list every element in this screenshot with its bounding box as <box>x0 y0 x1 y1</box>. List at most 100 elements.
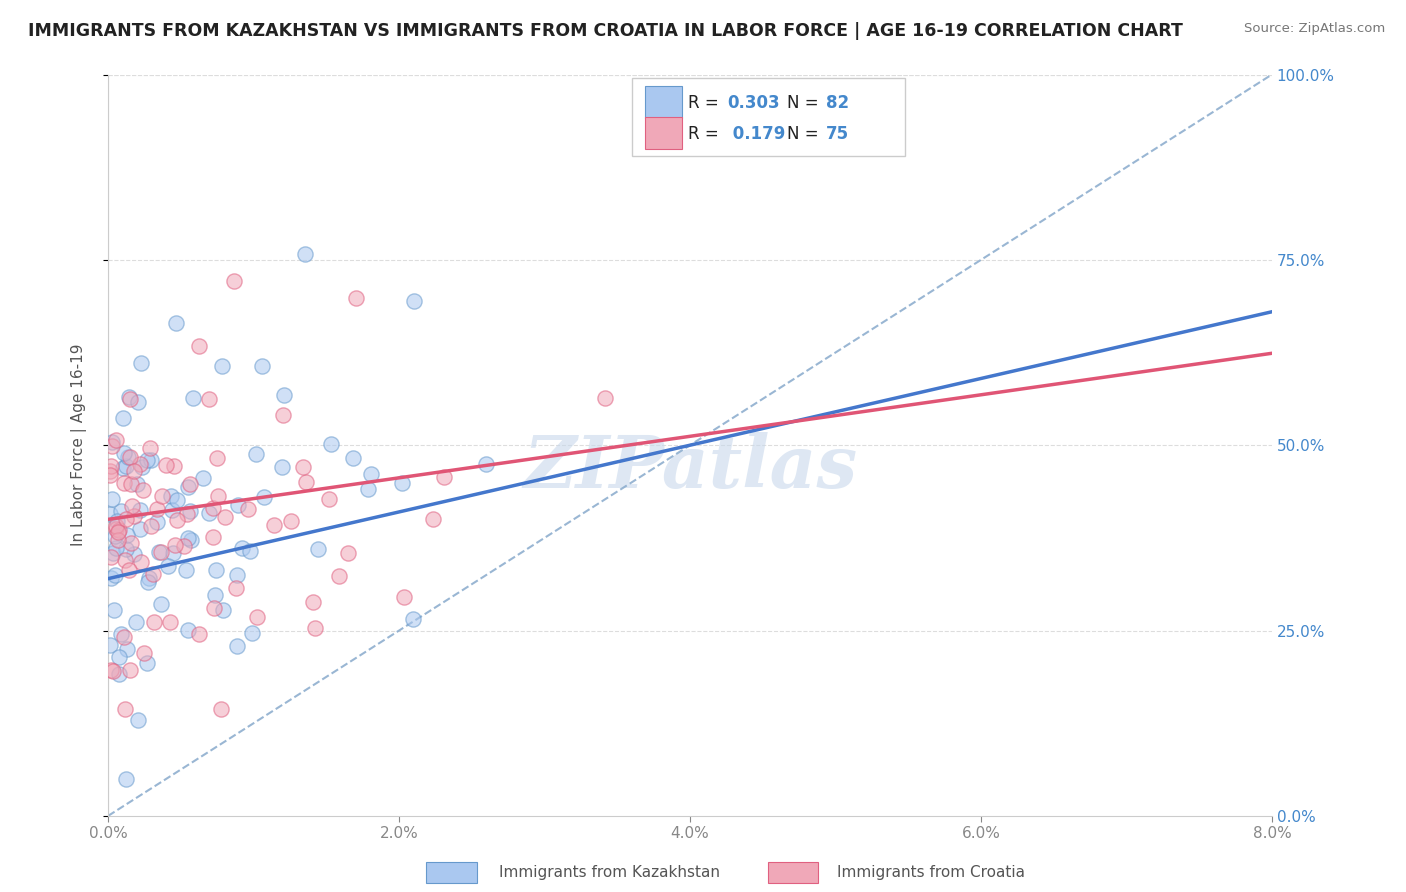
Point <box>101 492 124 507</box>
Point <box>100 663 122 677</box>
Point <box>100 549 122 564</box>
Point <box>131 460 153 475</box>
Point <box>127 713 149 727</box>
Point <box>118 392 141 406</box>
Text: 0.179: 0.179 <box>727 125 786 143</box>
Point <box>115 641 138 656</box>
Point <box>344 291 367 305</box>
Point <box>328 569 350 583</box>
Point <box>98 638 121 652</box>
Point <box>98 467 121 482</box>
Point <box>307 542 329 557</box>
Point <box>302 595 325 609</box>
Point <box>125 615 148 629</box>
Point <box>135 657 157 671</box>
Point <box>304 621 326 635</box>
Point <box>150 489 173 503</box>
Point <box>104 568 127 582</box>
Point <box>595 391 617 405</box>
Point <box>115 541 138 556</box>
Point <box>108 650 131 665</box>
Point <box>120 536 142 550</box>
Point <box>225 581 247 595</box>
Point <box>226 639 249 653</box>
Point <box>117 528 139 542</box>
Point <box>392 590 415 604</box>
Point <box>209 701 232 715</box>
Point <box>114 512 136 526</box>
FancyBboxPatch shape <box>644 87 682 118</box>
Text: Source: ZipAtlas.com: Source: ZipAtlas.com <box>1244 22 1385 36</box>
Point <box>114 772 136 786</box>
Point <box>120 450 142 465</box>
Point <box>204 589 226 603</box>
Text: N =: N = <box>786 94 824 112</box>
Point <box>319 436 342 450</box>
Point <box>402 612 425 626</box>
Text: 82: 82 <box>827 94 849 112</box>
Point <box>342 450 364 465</box>
Point <box>336 546 359 560</box>
Point <box>270 460 292 475</box>
Point <box>136 574 159 589</box>
Point <box>101 434 124 449</box>
Point <box>177 480 200 494</box>
Point <box>120 477 142 491</box>
Text: R =: R = <box>688 125 724 143</box>
FancyBboxPatch shape <box>644 118 682 149</box>
Point <box>110 503 132 517</box>
Point <box>202 530 225 544</box>
Point <box>105 514 128 528</box>
Point <box>318 491 340 506</box>
Point <box>103 664 125 678</box>
Point <box>207 489 229 503</box>
Point <box>139 441 162 455</box>
Point <box>100 458 122 473</box>
Point <box>150 597 173 611</box>
Point <box>240 625 263 640</box>
Point <box>212 603 235 617</box>
Point <box>112 630 135 644</box>
Point <box>114 553 136 567</box>
Point <box>117 450 139 464</box>
Point <box>110 627 132 641</box>
Point <box>228 499 250 513</box>
Point <box>132 646 155 660</box>
Point <box>197 506 219 520</box>
Point <box>402 294 425 309</box>
Point <box>107 523 129 537</box>
Point <box>356 482 378 496</box>
Point <box>156 559 179 574</box>
Point <box>204 563 226 577</box>
Point <box>214 510 236 524</box>
Point <box>107 533 129 547</box>
Point <box>111 461 134 475</box>
Point <box>107 525 129 540</box>
Point <box>202 501 225 516</box>
Point <box>165 316 187 330</box>
Point <box>122 547 145 561</box>
Point <box>128 503 150 517</box>
Point <box>163 458 186 473</box>
Point <box>207 450 229 465</box>
Point <box>263 518 285 533</box>
Point <box>129 458 152 472</box>
Point <box>180 533 202 547</box>
Text: ZIPatlas: ZIPatlas <box>523 432 858 503</box>
Point <box>179 476 201 491</box>
Point <box>188 339 211 353</box>
Point <box>162 546 184 560</box>
Point <box>150 544 173 558</box>
Point <box>160 489 183 503</box>
Point <box>422 512 444 526</box>
Point <box>114 702 136 716</box>
Point <box>231 541 253 555</box>
Point <box>111 411 134 425</box>
Point <box>187 627 209 641</box>
Point <box>173 539 195 553</box>
Point <box>160 503 183 517</box>
Point <box>295 475 318 489</box>
Point <box>250 359 273 373</box>
Point <box>103 546 125 560</box>
Point <box>360 467 382 482</box>
